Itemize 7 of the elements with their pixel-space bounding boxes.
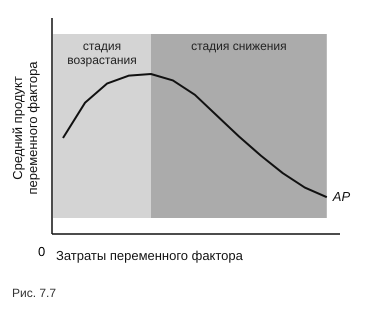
text: Рис. 7.7 — [12, 286, 58, 300]
text: стадия возрастания — [67, 39, 137, 67]
text: стадия снижения — [191, 39, 287, 53]
x-axis-title: Затраты переменного фактора — [56, 248, 244, 263]
y-axis-title: Средний продукт переменного фактора — [10, 60, 40, 195]
text: 0 — [38, 244, 46, 259]
series-label: AP — [332, 189, 350, 204]
